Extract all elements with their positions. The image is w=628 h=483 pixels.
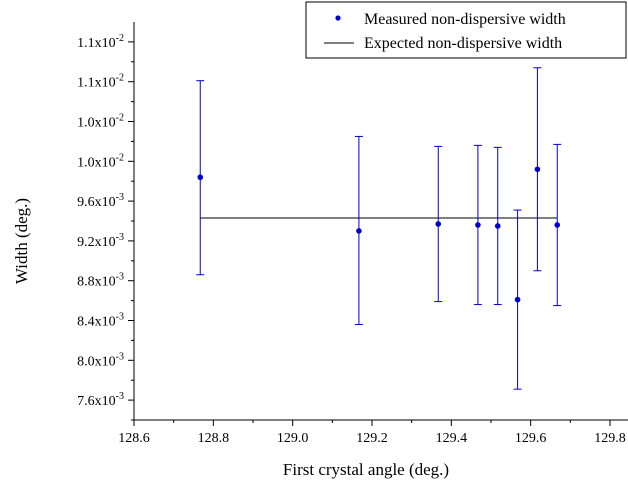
legend-box: [305, 1, 627, 59]
y-tick-label: 9.6x10-3: [77, 192, 124, 210]
x-tick-label: 128.8: [198, 431, 230, 446]
data-point: [494, 223, 501, 229]
legend-marker-measured: [335, 15, 341, 21]
x-tick-label: 129.6: [515, 431, 547, 446]
y-tick-label: 1.0x10-2: [77, 152, 124, 170]
y-tick-label: 1.0x10-2: [77, 113, 124, 131]
x-tick-label: 128.6: [118, 431, 150, 446]
data-point: [435, 221, 442, 227]
x-tick-label: 129.4: [436, 431, 468, 446]
legend-label-expected: Expected non-dispersive width: [364, 35, 562, 52]
y-tick-label: 1.1x10-2: [77, 33, 124, 51]
y-axis-title: Width (deg.): [12, 198, 31, 284]
x-ticks: 128.6 128.8 129.0 129.2 129.4 129.6 129.8: [118, 420, 626, 446]
plot-area: [196, 67, 562, 390]
data-point: [356, 228, 362, 234]
y-tick-label: 1.1x10-2: [77, 73, 124, 91]
y-tick-label: 8.8x10-3: [77, 272, 124, 290]
data-point: [554, 222, 561, 228]
legend-label-measured: Measured non-dispersive width: [364, 11, 566, 28]
data-point: [534, 166, 541, 173]
y-tick-label: 8.4x10-3: [77, 312, 124, 330]
y-tick-label: 8.0x10-3: [77, 351, 124, 369]
y-tick-label: 7.6x10-3: [77, 391, 124, 409]
legend: Measured non-dispersive width Expected n…: [305, 1, 627, 59]
x-tick-label: 129.8: [594, 431, 626, 446]
x-tick-label: 129.0: [277, 431, 309, 446]
data-point: [197, 174, 204, 181]
x-tick-label: 129.2: [356, 431, 388, 446]
axes: [133, 22, 628, 421]
x-axis-title: First crystal angle (deg.): [283, 460, 449, 479]
data-point: [514, 296, 521, 303]
data-point: [475, 222, 481, 228]
y-ticks: 7.6x10-3 8.0x10-3 8.4x10-3 8.8x10-3 9.2x10-3…: [77, 33, 134, 421]
y-tick-label: 9.2x10-3: [77, 232, 124, 250]
